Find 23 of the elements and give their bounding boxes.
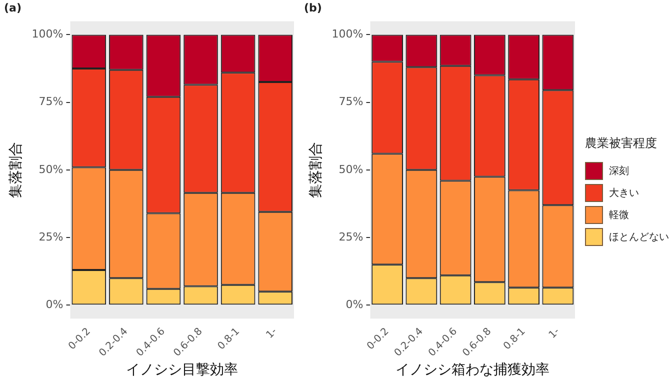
y-tick-label: 25% [38,230,64,244]
y-tick-label: 25% [338,230,364,244]
chart-title: (a) [4,1,22,14]
legend-label: ほとんどない [609,231,669,244]
y-tick-label: 75% [38,95,64,108]
x-axis-title: イノシシ箱わな捕獲効率 [396,362,550,378]
y-tick-label: 0% [346,298,364,312]
y-axis-title: 集落割合 [308,142,324,198]
x-tick-label: 1- [547,326,562,341]
chart-title: (b) [304,1,322,14]
y-tick-label: 50% [338,162,364,176]
y-tick-label: 100% [32,28,64,41]
y-tick-label: 75% [338,95,364,108]
y-tick-label: 50% [38,162,64,176]
legend-title: 農業被害程度 [585,135,658,152]
text: 大きい [609,186,639,200]
x-axis-title: イノシシ目撃効率 [126,362,238,378]
legend-label: 深刻 [609,164,629,178]
x-tick-label: 1- [264,326,280,341]
y-axis-title: 集落割合 [8,142,24,198]
y-tick-label: 100% [332,28,364,41]
y-tick-label: 0% [46,298,64,312]
legend-label: 軽微 [609,209,629,222]
